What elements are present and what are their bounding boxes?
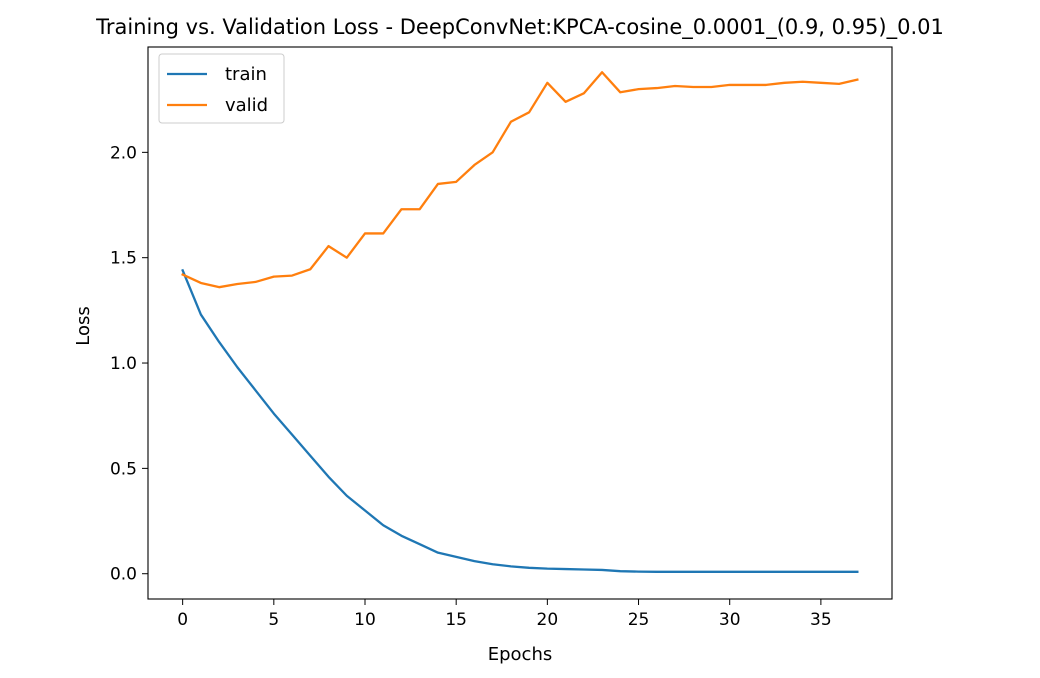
x-tick-label: 20 (537, 610, 559, 630)
y-axis: 0.0 0.5 1.0 1.5 2.0 (110, 143, 148, 585)
series-lines (181, 71, 859, 573)
x-tick-label: 25 (628, 610, 650, 630)
chart-title: Training vs. Validation Loss - DeepConvN… (95, 15, 944, 40)
y-axis-label: Loss (73, 306, 94, 345)
legend-label-valid: valid (225, 95, 268, 116)
x-axis: 0 5 10 15 20 25 30 35 (177, 599, 832, 630)
x-tick-label: 10 (354, 610, 376, 630)
legend-label-train: train (225, 64, 267, 85)
x-axis-label: Epochs (488, 644, 553, 665)
x-tick-label: 5 (268, 610, 279, 630)
x-tick-label: 15 (445, 610, 467, 630)
x-tick-label: 35 (810, 610, 832, 630)
y-tick-label: 1.5 (110, 249, 137, 269)
x-tick-label: 30 (719, 610, 741, 630)
plot-area (147, 46, 893, 600)
series-line-train (181, 268, 859, 573)
y-tick-label: 0.5 (110, 459, 137, 479)
y-tick-label: 0.0 (110, 565, 137, 585)
x-tick-label: 0 (177, 610, 188, 630)
series-line-valid (181, 71, 859, 289)
y-tick-label: 2.0 (110, 143, 137, 163)
legend: train valid (158, 53, 285, 124)
y-tick-label: 1.0 (110, 354, 137, 374)
plot-frame (147, 46, 893, 600)
